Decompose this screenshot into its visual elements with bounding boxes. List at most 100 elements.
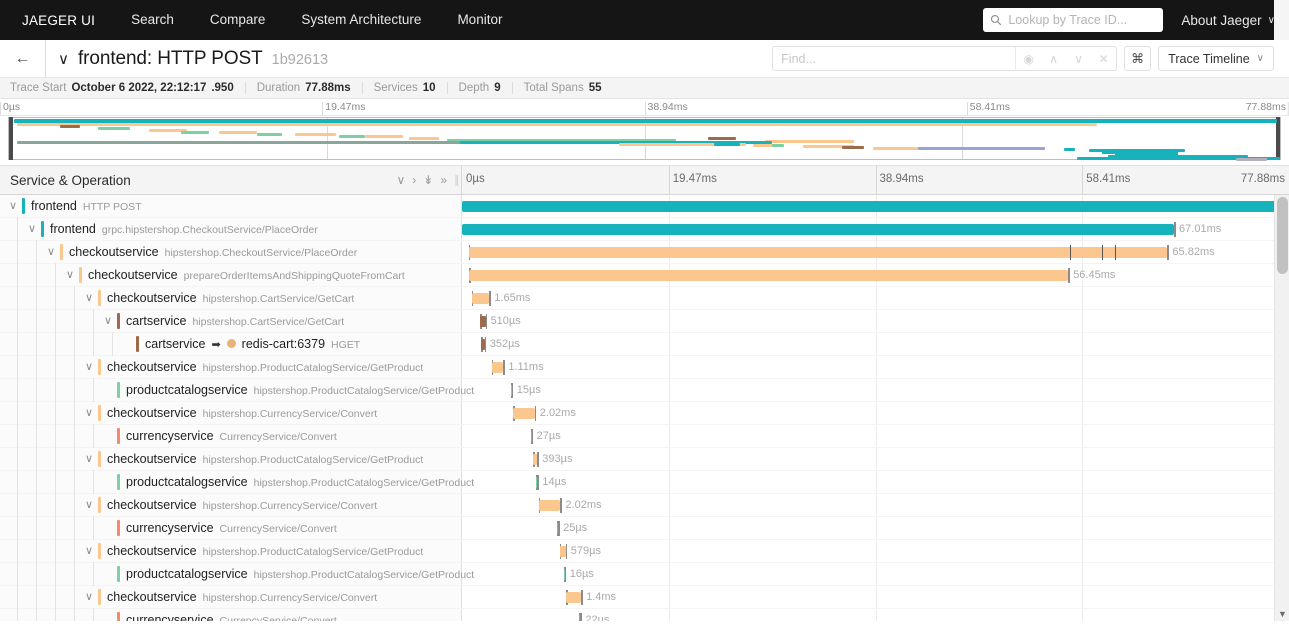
span-expand-toggle[interactable]: ∨ bbox=[84, 452, 94, 465]
span-row[interactable]: currencyservice CurrencyService/Convert 22… bbox=[0, 608, 1289, 621]
span-duration-bar[interactable] bbox=[579, 615, 581, 621]
span-row-bar-cell[interactable]: 56.45ms bbox=[462, 264, 1289, 286]
chevron-down-icon[interactable]: ∨ bbox=[58, 50, 69, 68]
span-row-bar-cell[interactable]: 393µs bbox=[462, 448, 1289, 470]
span-duration-bar[interactable] bbox=[536, 477, 538, 488]
span-duration-bar[interactable] bbox=[480, 316, 486, 327]
expand-all-icon[interactable]: » bbox=[440, 173, 447, 187]
minimap-drag-handle-right[interactable] bbox=[1276, 117, 1280, 160]
back-button[interactable]: ← bbox=[0, 39, 46, 78]
span-row-label-cell[interactable]: currencyservice CurrencyService/Convert bbox=[0, 516, 462, 540]
span-row[interactable]: ∨ cartservice hipstershop.CartService/GetC… bbox=[0, 309, 1289, 333]
keyboard-shortcuts-button[interactable]: ⌘ bbox=[1124, 46, 1152, 71]
trace-minimap[interactable]: 0µs 19.47ms 38.94ms 58.41ms 77.88ms bbox=[0, 99, 1289, 165]
span-row[interactable]: ∨ checkoutservice hipstershop.CurrencyServ… bbox=[0, 585, 1289, 609]
trace-id-lookup-input[interactable]: Lookup by Trace ID... bbox=[983, 8, 1164, 32]
span-row-label-cell[interactable]: ∨ checkoutservice hipstershop.CurrencyServ… bbox=[0, 401, 462, 425]
nav-link-compare[interactable]: Compare bbox=[209, 12, 266, 27]
span-row[interactable]: ∨ checkoutservice hipstershop.ProductCatal… bbox=[0, 539, 1289, 563]
span-row[interactable]: ∨ checkoutservice hipstershop.ProductCatal… bbox=[0, 447, 1289, 471]
vertical-scrollbar[interactable]: ▼ bbox=[1274, 195, 1289, 621]
span-duration-bar[interactable] bbox=[462, 201, 1289, 212]
span-row-bar-cell[interactable]: 352µs bbox=[462, 333, 1289, 355]
minimap-drag-handle-left[interactable] bbox=[9, 117, 13, 160]
span-row[interactable]: ∨ checkoutservice prepareOrderItemsAndShip… bbox=[0, 263, 1289, 287]
span-row-label-cell[interactable]: currencyservice CurrencyService/Convert bbox=[0, 608, 462, 621]
span-row-bar-cell[interactable]: 1.11ms bbox=[462, 356, 1289, 378]
span-row-bar-cell[interactable]: 15µs bbox=[462, 379, 1289, 401]
span-row-label-cell[interactable]: ∨ checkoutservice hipstershop.CurrencyServ… bbox=[0, 493, 462, 517]
span-row[interactable]: ∨ checkoutservice hipstershop.CurrencyServ… bbox=[0, 401, 1289, 425]
span-row-bar-cell[interactable]: 16µs bbox=[462, 563, 1289, 585]
span-row[interactable]: productcatalogservice hipstershop.Product… bbox=[0, 378, 1289, 402]
span-row-label-cell[interactable]: ∨ checkoutservice hipstershop.ProductCatal… bbox=[0, 355, 462, 379]
span-expand-toggle[interactable]: ∨ bbox=[84, 590, 94, 603]
span-row-label-cell[interactable]: ∨ checkoutservice hipstershop.CurrencyServ… bbox=[0, 585, 462, 609]
span-expand-toggle[interactable]: ∨ bbox=[84, 498, 94, 511]
scroll-down-arrow-icon[interactable]: ▼ bbox=[1278, 609, 1287, 619]
span-duration-bar[interactable] bbox=[471, 293, 490, 304]
span-row[interactable]: productcatalogservice hipstershop.Product… bbox=[0, 562, 1289, 586]
span-duration-bar[interactable] bbox=[559, 546, 566, 557]
span-row[interactable]: ∨ checkoutservice hipstershop.CheckoutServ… bbox=[0, 240, 1289, 264]
page-scrollbar-top[interactable] bbox=[1274, 0, 1289, 40]
span-expand-toggle[interactable]: ∨ bbox=[84, 291, 94, 304]
span-row-bar-cell[interactable]: 25µs bbox=[462, 517, 1289, 539]
nav-link-search[interactable]: Search bbox=[131, 12, 174, 27]
vertical-scrollbar-thumb[interactable] bbox=[1277, 197, 1288, 274]
span-duration-bar[interactable] bbox=[557, 523, 559, 534]
span-duration-bar[interactable] bbox=[510, 385, 512, 396]
span-row-bar-cell[interactable]: 65.82ms bbox=[462, 241, 1289, 263]
span-row-bar-cell[interactable]: 2.02ms bbox=[462, 494, 1289, 516]
next-match-icon[interactable]: ∨ bbox=[1074, 51, 1084, 66]
span-expand-toggle[interactable]: ∨ bbox=[103, 314, 113, 327]
span-row-bar-cell[interactable]: 22µs bbox=[462, 609, 1289, 621]
find-input[interactable] bbox=[773, 47, 1017, 70]
collapse-one-icon[interactable]: ∨ bbox=[396, 173, 406, 187]
span-duration-bar[interactable] bbox=[462, 224, 1175, 235]
span-expand-toggle[interactable]: ∨ bbox=[27, 222, 37, 235]
column-resize-handle[interactable]: ║ bbox=[453, 175, 460, 185]
view-mode-select[interactable]: Trace Timeline ∨ bbox=[1158, 46, 1274, 71]
collapse-all-icon[interactable]: ↡ bbox=[423, 173, 434, 187]
span-duration-bar[interactable] bbox=[491, 362, 504, 373]
span-row-bar-cell[interactable]: 2.02ms bbox=[462, 402, 1289, 424]
span-duration-bar[interactable] bbox=[530, 431, 532, 442]
span-expand-toggle[interactable]: ∨ bbox=[84, 360, 94, 373]
nav-link-system-architecture[interactable]: System Architecture bbox=[301, 12, 422, 27]
span-row[interactable]: ∨ checkoutservice hipstershop.ProductCatal… bbox=[0, 355, 1289, 379]
span-row[interactable]: currencyservice CurrencyService/Convert 27… bbox=[0, 424, 1289, 448]
span-row-label-cell[interactable]: cartservice ➡ redis-cart:6379 HGET bbox=[0, 332, 462, 356]
span-row-label-cell[interactable]: ∨ checkoutservice hipstershop.CheckoutServ… bbox=[0, 240, 462, 264]
jaeger-logo[interactable]: JAEGER UI bbox=[22, 12, 96, 28]
span-row-label-cell[interactable]: ∨ checkoutservice hipstershop.CartService/… bbox=[0, 286, 462, 310]
span-duration-bar[interactable] bbox=[538, 500, 561, 511]
span-row-label-cell[interactable]: ∨ checkoutservice hipstershop.ProductCatal… bbox=[0, 539, 462, 563]
span-row-label-cell[interactable]: productcatalogservice hipstershop.Product… bbox=[0, 378, 474, 402]
span-row[interactable]: cartservice ➡ redis-cart:6379 HGET 352µs bbox=[0, 332, 1289, 356]
span-row-label-cell[interactable]: productcatalogservice hipstershop.Product… bbox=[0, 562, 474, 586]
span-expand-toggle[interactable]: ∨ bbox=[84, 544, 94, 557]
span-row-label-cell[interactable]: ∨ frontend grpc.hipstershop.CheckoutServic… bbox=[0, 217, 462, 241]
span-row-bar-cell[interactable]: 579µs bbox=[462, 540, 1289, 562]
span-row-bar-cell[interactable]: 1.65ms bbox=[462, 287, 1289, 309]
span-duration-bar[interactable] bbox=[563, 569, 565, 580]
clear-search-icon[interactable]: ✕ bbox=[1098, 51, 1109, 66]
minimap-canvas[interactable] bbox=[8, 117, 1281, 161]
span-row-bar-cell[interactable]: 510µs bbox=[462, 310, 1289, 332]
span-row-label-cell[interactable]: ∨ checkoutservice prepareOrderItemsAndShip… bbox=[0, 263, 462, 287]
span-duration-bar[interactable] bbox=[566, 592, 582, 603]
span-row-bar-cell[interactable]: 14µs bbox=[462, 471, 1289, 493]
span-row-label-cell[interactable]: currencyservice CurrencyService/Convert bbox=[0, 424, 462, 448]
span-row-label-cell[interactable]: productcatalogservice hipstershop.Product… bbox=[0, 470, 474, 494]
span-row[interactable]: ∨ frontend HTTP POST bbox=[0, 195, 1289, 218]
span-row-bar-cell[interactable]: 67.01ms bbox=[462, 218, 1289, 240]
span-row-label-cell[interactable]: ∨ checkoutservice hipstershop.ProductCatal… bbox=[0, 447, 462, 471]
span-duration-bar[interactable] bbox=[513, 408, 535, 419]
span-expand-toggle[interactable]: ∨ bbox=[65, 268, 75, 281]
span-row[interactable]: productcatalogservice hipstershop.Product… bbox=[0, 470, 1289, 494]
span-expand-toggle[interactable]: ∨ bbox=[84, 406, 94, 419]
span-row[interactable]: currencyservice CurrencyService/Convert 25… bbox=[0, 516, 1289, 540]
span-duration-bar[interactable] bbox=[469, 270, 1069, 281]
span-row-bar-cell[interactable] bbox=[462, 195, 1289, 217]
